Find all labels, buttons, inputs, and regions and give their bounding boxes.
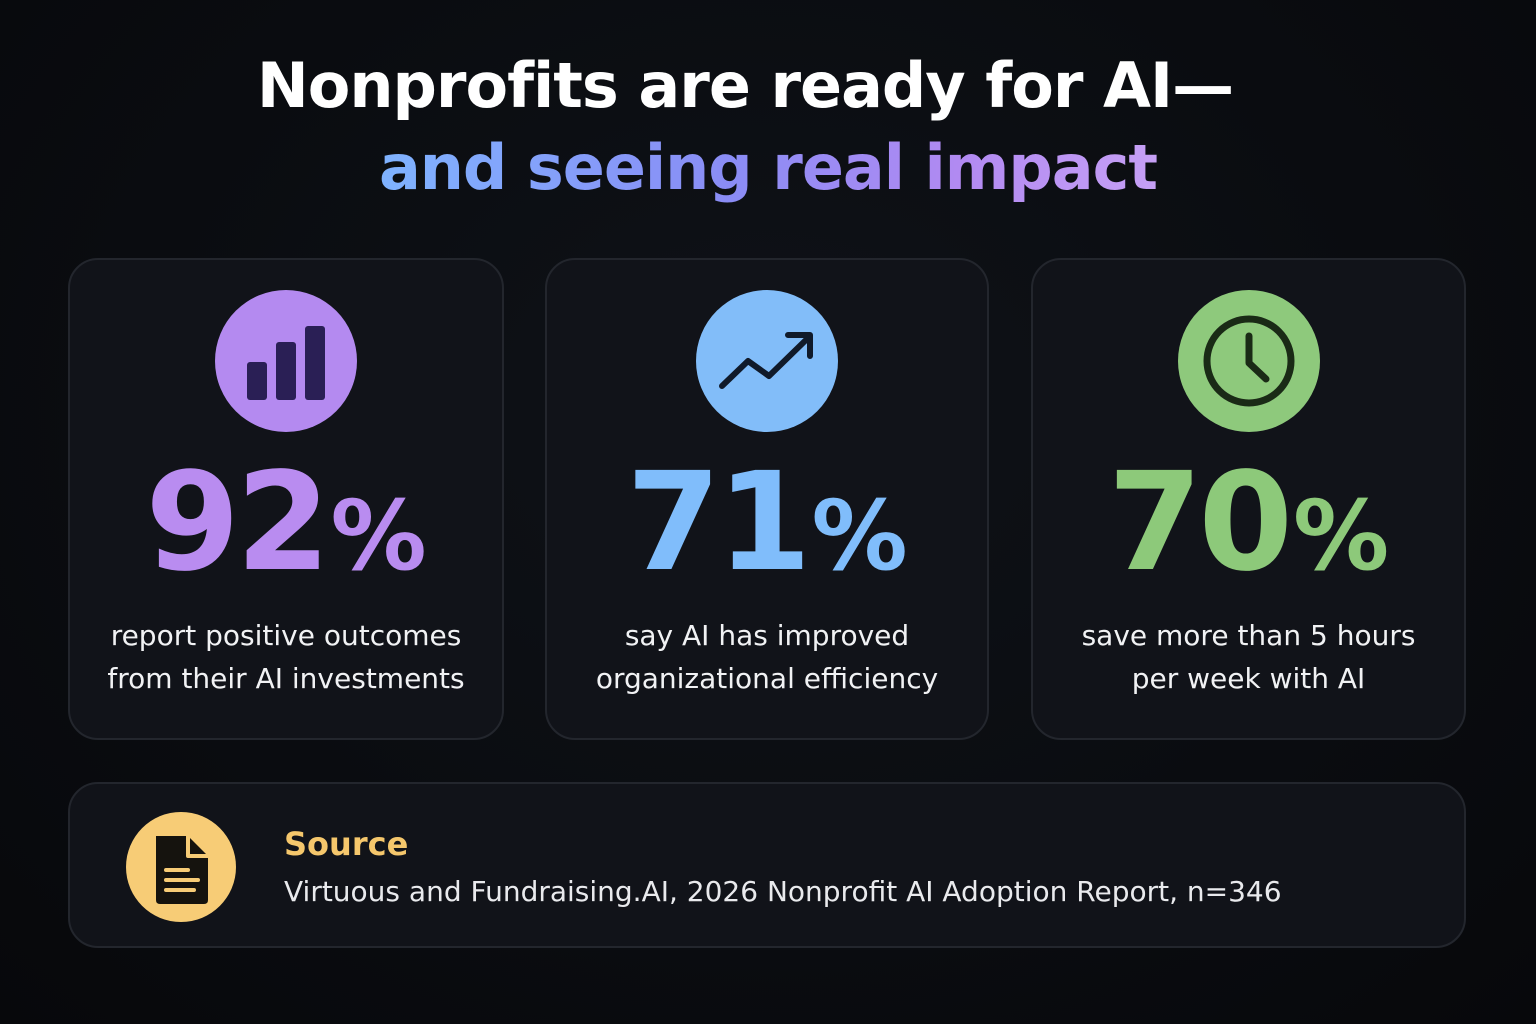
stat-unit: % <box>811 480 908 592</box>
headline-line-1: Nonprofits are ready for AI— <box>256 49 1234 122</box>
trending-up-icon <box>696 290 838 432</box>
bar-chart-icon <box>215 290 357 432</box>
stat-value-92: 92% <box>70 448 502 611</box>
stat-description-line-2: organizational efficiency <box>595 662 939 695</box>
stat-description-line-1: report positive outcomes <box>110 619 462 652</box>
headline-line-2: and seeing real impact <box>379 128 1158 208</box>
stat-description-line-2: per week with AI <box>1131 662 1366 695</box>
stat-value-71: 71% <box>547 448 987 611</box>
clock-icon <box>1177 290 1320 432</box>
stat-card-efficiency: 71% say AI has improved organizational e… <box>545 258 989 740</box>
stat-description-line-1: say AI has improved <box>624 619 910 652</box>
stat-description: report positive outcomes from their AI i… <box>70 614 502 700</box>
stat-description: save more than 5 hours per week with AI <box>1033 614 1464 700</box>
source-label: Source <box>284 825 409 863</box>
stat-description-line-1: save more than 5 hours <box>1081 619 1416 652</box>
stat-value-70: 70% <box>1033 448 1464 611</box>
stat-number: 92 <box>145 444 330 602</box>
source-card: Source Virtuous and Fundraising.AI, 2026… <box>68 782 1466 948</box>
stat-unit: % <box>1293 480 1390 592</box>
source-citation: Virtuous and Fundraising.AI, 2026 Nonpro… <box>284 875 1282 908</box>
headline: Nonprofits are ready for AI— and seeing … <box>0 46 1536 208</box>
document-icon <box>126 812 236 922</box>
stat-description-line-2: from their AI investments <box>107 662 465 695</box>
stat-number: 70 <box>1107 444 1293 602</box>
stat-unit: % <box>330 480 427 592</box>
stat-card-time-saved: 70% save more than 5 hours per week with… <box>1031 258 1466 740</box>
stat-card-positive-outcomes: 92% report positive outcomes from their … <box>68 258 504 740</box>
stat-number: 71 <box>626 444 811 602</box>
stat-description: say AI has improved organizational effic… <box>547 614 987 700</box>
